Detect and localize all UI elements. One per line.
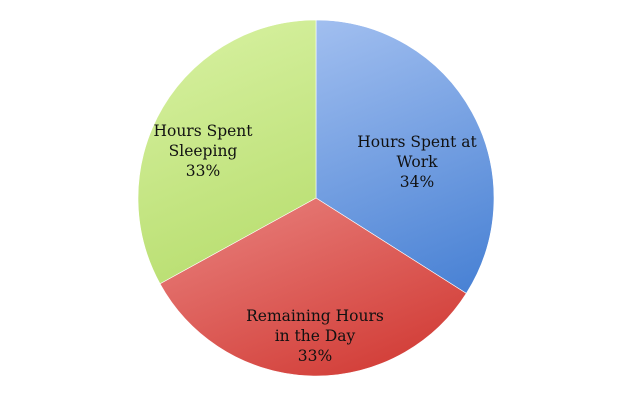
slice-label-remaining: Remaining Hours in the Day 33% [240,306,390,366]
pie-slice-remaining [159,197,467,377]
slice-label-work: Hours Spent at Work 34% [342,132,492,192]
slice-label-work-line-1: Hours Spent at [357,133,477,151]
slice-value-work: 34% [399,173,435,191]
slice-label-sleeping-line-1: Hours Spent [153,122,253,140]
slice-value-sleeping: 33% [185,162,221,180]
slice-label-sleeping-line-2: Sleeping [168,142,238,160]
slice-label-sleeping: Hours Spent Sleeping 33% [128,121,278,181]
slice-label-remaining-line-1: Remaining Hours [246,307,384,325]
pie-slice-sleeping [137,19,317,285]
slice-label-remaining-line-2: in the Day [274,327,356,345]
pie-slice-work [315,19,495,294]
slice-value-remaining: 33% [297,347,333,365]
slice-label-work-line-2: Work [396,153,438,171]
